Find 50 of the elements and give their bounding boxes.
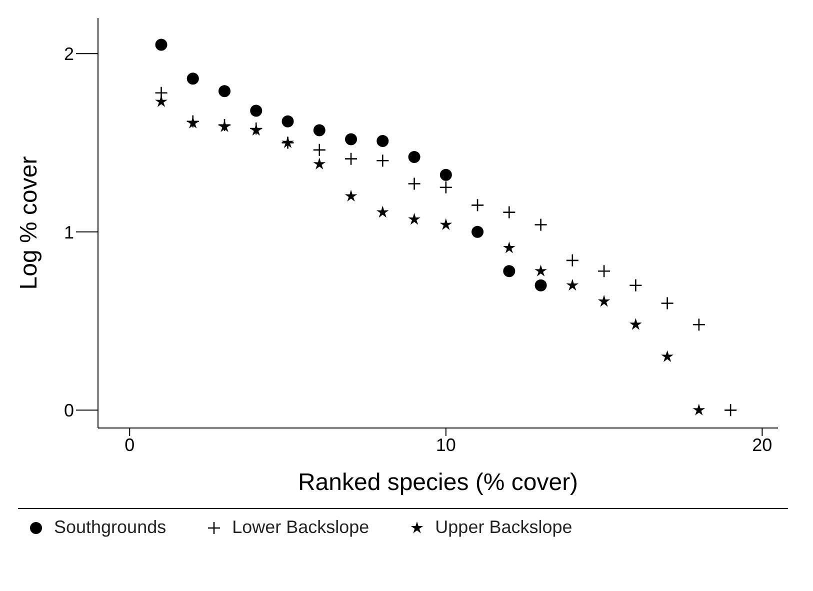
x-tick-label: 10	[436, 434, 456, 455]
point	[692, 318, 706, 332]
point	[186, 72, 199, 85]
point	[724, 404, 738, 417]
point	[502, 241, 516, 254]
point	[629, 278, 642, 292]
point	[344, 152, 358, 166]
x-tick-label: 0	[124, 434, 135, 455]
point	[376, 135, 389, 147]
point	[534, 264, 547, 276]
legend-label: Southgrounds	[54, 517, 166, 538]
point	[313, 124, 326, 136]
point	[439, 180, 453, 194]
y-axis-title: Log % cover	[16, 156, 43, 290]
point	[692, 404, 706, 416]
point	[660, 296, 674, 310]
point	[376, 154, 390, 168]
point	[629, 318, 642, 330]
point	[598, 294, 610, 307]
point	[502, 206, 516, 219]
x-tick-label: 20	[752, 434, 772, 455]
point	[440, 168, 452, 181]
point	[470, 198, 484, 212]
point	[472, 226, 484, 238]
point	[440, 218, 452, 230]
point	[566, 254, 580, 268]
point	[408, 212, 420, 225]
legend-label: Upper Backslope	[435, 517, 572, 538]
y-tick-label: 0	[64, 400, 74, 421]
point	[408, 177, 421, 190]
point	[376, 206, 389, 218]
point	[344, 190, 358, 202]
point	[345, 133, 358, 146]
point	[597, 264, 611, 278]
point	[503, 265, 516, 278]
point	[282, 115, 294, 128]
point	[534, 279, 547, 292]
x-axis-title: Ranked species (% cover)	[298, 469, 578, 496]
y-tick-label: 1	[64, 222, 74, 242]
legend-label: Lower Backslope	[232, 517, 370, 538]
point	[312, 143, 326, 157]
point	[534, 218, 548, 232]
point	[155, 38, 168, 51]
point	[661, 350, 674, 362]
point	[313, 158, 326, 170]
y-tick-label: 2	[64, 44, 74, 64]
point	[566, 278, 579, 291]
point	[408, 151, 420, 164]
point	[250, 104, 262, 117]
point	[218, 85, 231, 98]
